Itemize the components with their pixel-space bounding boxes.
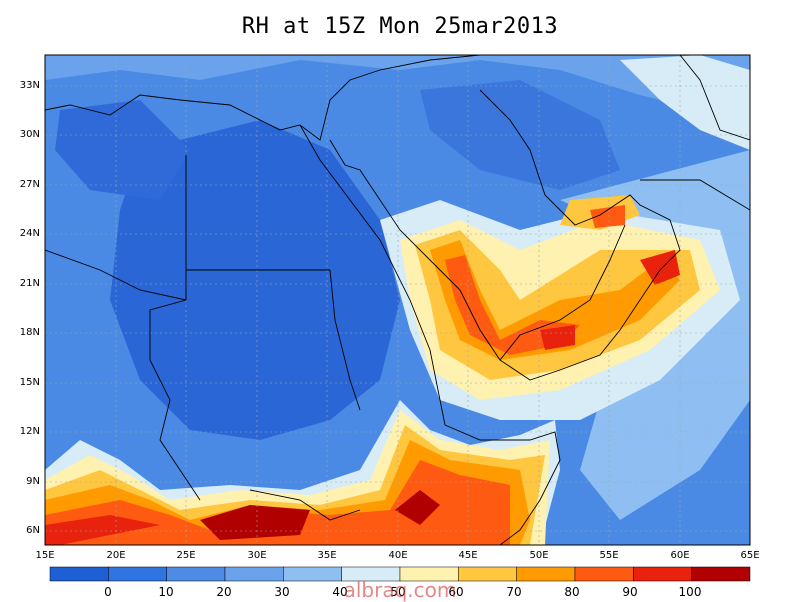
- colorbar-label: 60: [448, 585, 464, 599]
- y-tick-label: 33N: [19, 80, 40, 91]
- plot-frame: [44, 54, 751, 546]
- field-south-red: [45, 460, 510, 545]
- colorbar-label: 70: [506, 585, 522, 599]
- coastlines-borders: [45, 55, 750, 545]
- colorbar-box: [516, 566, 576, 582]
- field-dry-west: [55, 100, 190, 200]
- colorbar-label: 10: [158, 585, 174, 599]
- colorbar-box: [633, 566, 692, 582]
- y-tick-label: 21N: [19, 278, 40, 289]
- watermark: albraq.com: [343, 578, 457, 602]
- x-tick-label: 45E: [458, 550, 478, 561]
- colorbar-label: 30: [274, 585, 290, 599]
- field-yemen-red: [540, 325, 575, 350]
- x-tick-label: 65E: [740, 550, 760, 561]
- y-tick-label: 15N: [19, 377, 40, 388]
- colorbar-label: 100: [678, 585, 702, 599]
- field-gulf-red: [590, 205, 625, 228]
- y-tick-label: 6N: [26, 525, 40, 536]
- colorbar-label: 20: [216, 585, 232, 599]
- gridlines: [45, 55, 750, 545]
- x-tick-label: 20E: [106, 550, 126, 561]
- colorbar: [49, 566, 751, 582]
- x-tick-label: 40E: [388, 550, 408, 561]
- y-tick-label: 18N: [19, 327, 40, 338]
- colorbar-box: [108, 566, 167, 582]
- colorbar-label: 50: [390, 585, 406, 599]
- colorbar-label: 90: [622, 585, 638, 599]
- colorbar-label: 40: [332, 585, 348, 599]
- colorbar-box: [574, 566, 634, 582]
- y-tick-label: 24N: [19, 228, 40, 239]
- colorbar-label: 0: [104, 585, 112, 599]
- field-south-darkred: [200, 505, 310, 540]
- x-tick-label: 55E: [599, 550, 619, 561]
- x-tick-label: 25E: [176, 550, 196, 561]
- x-tick-label: 35E: [317, 550, 337, 561]
- colorbar-box: [49, 566, 109, 582]
- rh-field: [45, 55, 750, 545]
- field-south-red-w: [45, 515, 160, 545]
- y-tick-label: 30N: [19, 129, 40, 140]
- y-tick-label: 9N: [26, 476, 40, 487]
- colorbar-box: [224, 566, 284, 582]
- map-title: RH at 15Z Mon 25mar2013: [241, 14, 559, 39]
- colorbar-label: 80: [564, 585, 580, 599]
- field-oman-red: [640, 250, 680, 285]
- field-south-darkred-e: [395, 490, 440, 525]
- y-tick-label: 12N: [19, 426, 40, 437]
- field-north-band: [45, 55, 750, 120]
- colorbar-box: [166, 566, 226, 582]
- field-ne-pale: [620, 55, 750, 150]
- y-tick-label: 27N: [19, 179, 40, 190]
- x-tick-label: 30E: [247, 550, 267, 561]
- x-tick-label: 60E: [670, 550, 690, 561]
- x-tick-label: 50E: [529, 550, 549, 561]
- colorbar-box: [691, 566, 751, 582]
- x-tick-label: 15E: [35, 550, 55, 561]
- field-dry-core: [110, 120, 400, 440]
